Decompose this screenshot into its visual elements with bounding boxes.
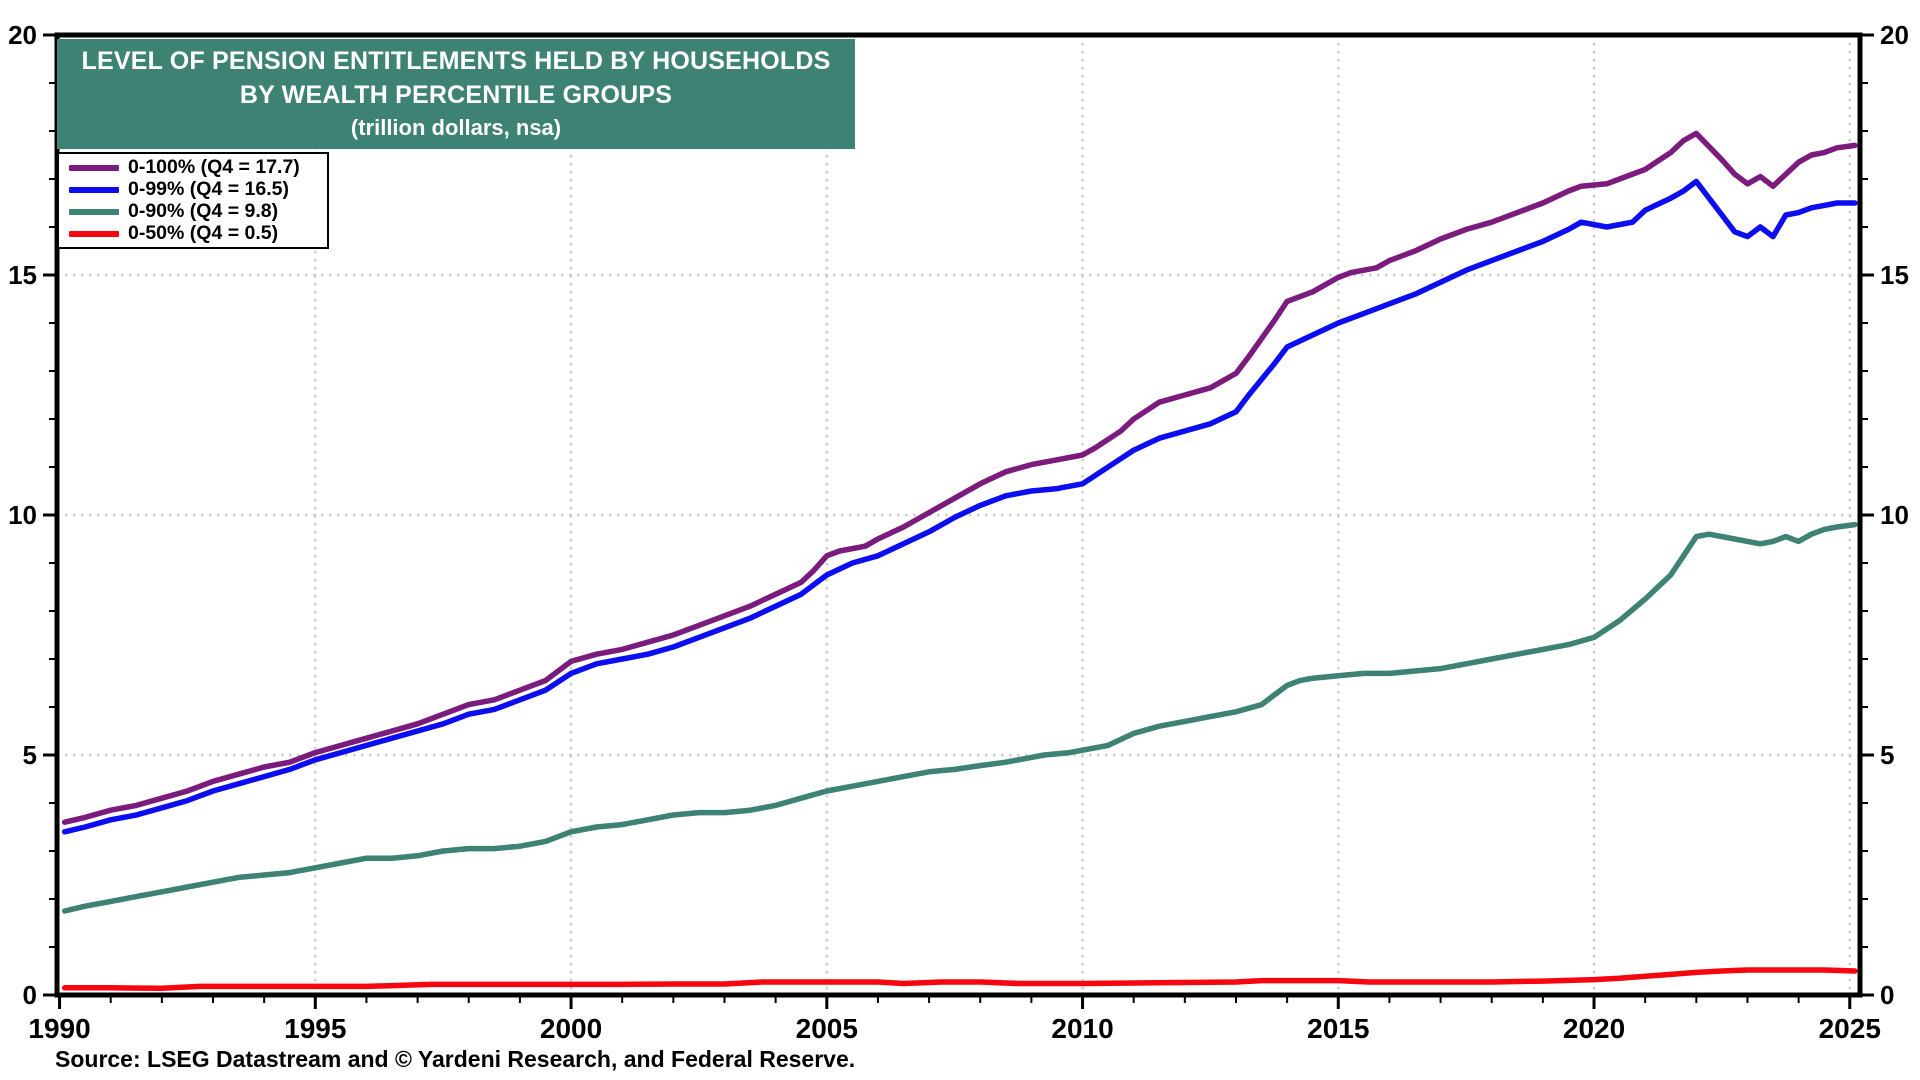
series-line-0-100% [61,130,1858,825]
gridlines [57,35,1860,995]
y-tick-label-left: 0 [23,980,37,1010]
series-lines [61,130,1858,992]
source-note: Source: LSEG Datastream and © Yardeni Re… [55,1046,856,1072]
x-tick-label: 2020 [1563,1013,1625,1044]
y-tick-label-right: 0 [1880,980,1894,1010]
axis-ticks [43,33,1874,1009]
y-tick-label-right: 20 [1880,20,1909,50]
y-tick-label-left: 10 [8,500,37,530]
legend-label: 0-100% (Q4 = 17.7) [128,156,300,178]
title-banner: LEVEL OF PENSION ENTITLEMENTS HELD BY HO… [57,39,855,149]
y-tick-label-right: 15 [1880,260,1909,290]
title-line-2: BY WEALTH PERCENTILE GROUPS [239,81,673,109]
x-tick-label: 1995 [284,1013,346,1044]
series-line-0-50% [61,967,1858,992]
legend-item: 0-100% (Q4 = 17.7) [69,156,327,179]
legend-swatch [69,230,119,237]
y-tick-label-left: 5 [23,740,37,770]
legend-item: 0-50% (Q4 = 0.5) [69,222,327,245]
legend-label: 0-50% (Q4 = 0.5) [128,222,279,244]
x-tick-label: 1990 [28,1013,90,1044]
x-tick-label: 2010 [1051,1013,1113,1044]
legend-label: 0-90% (Q4 = 9.8) [128,200,279,222]
legend-label: 0-99% (Q4 = 16.5) [128,178,289,200]
legend-box: 0-100% (Q4 = 17.7) 0-99% (Q4 = 16.5) 0-90%… [57,152,329,249]
y-tick-label-left: 15 [8,260,37,290]
series-line-0-90% [61,521,1858,914]
legend-item: 0-99% (Q4 = 16.5) [69,178,327,201]
legend-item: 0-90% (Q4 = 9.8) [69,200,327,223]
x-tick-label: 2015 [1307,1013,1369,1044]
y-tick-label-left: 20 [8,20,37,50]
x-tick-label: 2005 [796,1013,858,1044]
x-tick-label: 2025 [1819,1013,1881,1044]
legend-swatch [69,164,119,171]
title-line-1: LEVEL OF PENSION ENTITLEMENTS HELD BY HO… [81,47,831,75]
x-tick-label: 2000 [540,1013,602,1044]
legend-swatch [69,208,119,215]
series-line-0-99% [61,178,1858,835]
y-tick-label-right: 5 [1880,740,1894,770]
y-tick-label-right: 10 [1880,500,1909,530]
legend-swatch [69,186,119,193]
title-line-3: (trillion dollars, nsa) [350,115,562,140]
